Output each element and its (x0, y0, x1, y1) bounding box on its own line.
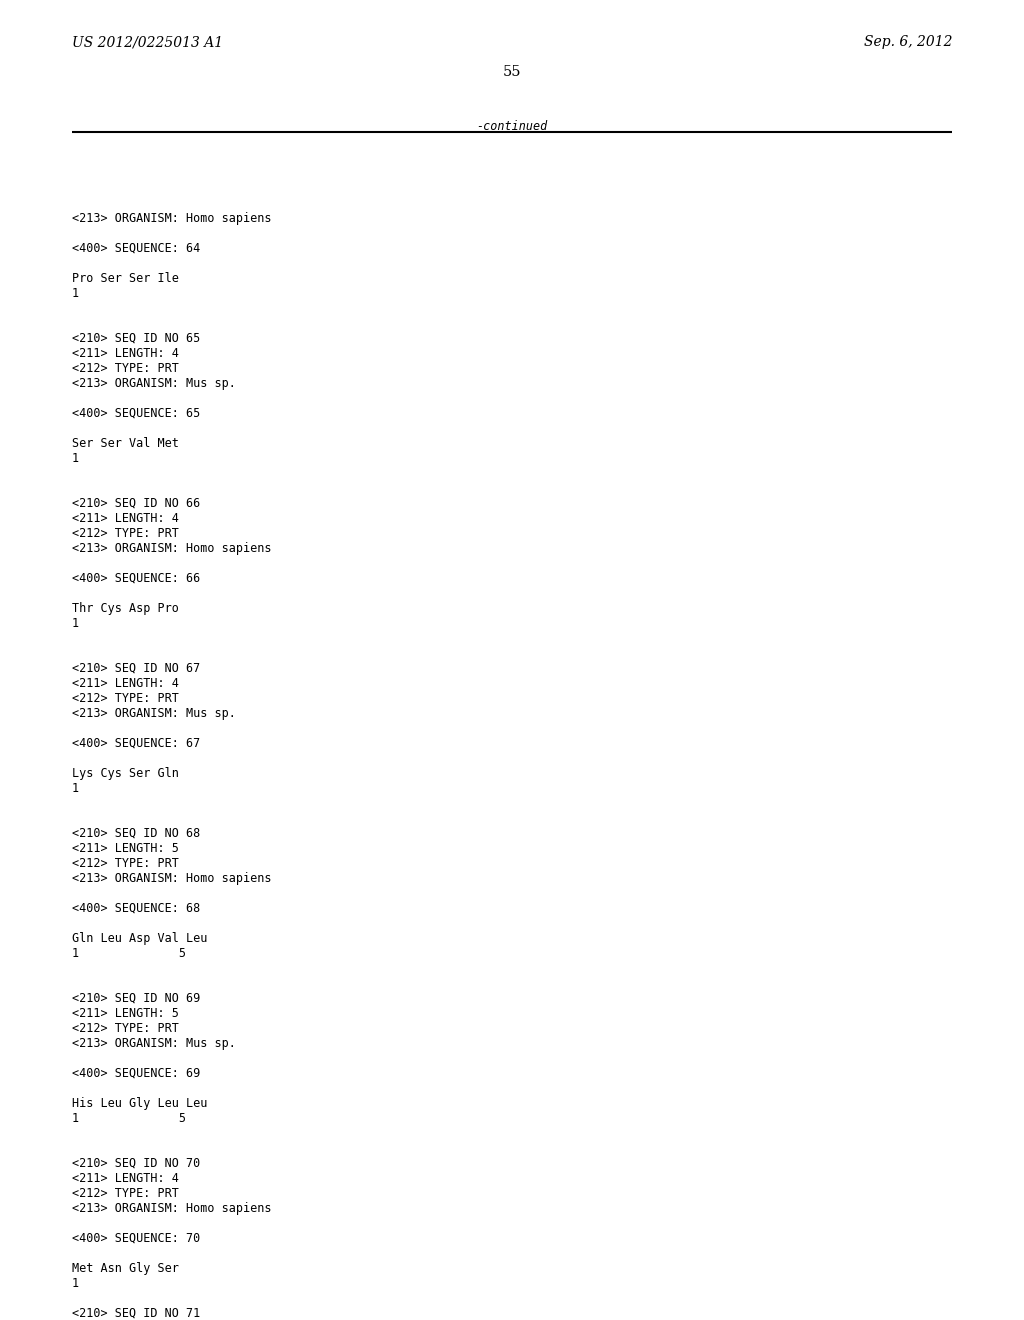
Text: <400> SEQUENCE: 70: <400> SEQUENCE: 70 (72, 1232, 201, 1245)
Text: 1: 1 (72, 616, 79, 630)
Text: <212> TYPE: PRT: <212> TYPE: PRT (72, 362, 179, 375)
Text: <213> ORGANISM: Homo sapiens: <213> ORGANISM: Homo sapiens (72, 543, 271, 554)
Text: 1: 1 (72, 1276, 79, 1290)
Text: <213> ORGANISM: Homo sapiens: <213> ORGANISM: Homo sapiens (72, 873, 271, 884)
Text: <211> LENGTH: 4: <211> LENGTH: 4 (72, 1172, 179, 1185)
Text: <211> LENGTH: 4: <211> LENGTH: 4 (72, 512, 179, 525)
Text: 1              5: 1 5 (72, 1111, 186, 1125)
Text: <213> ORGANISM: Mus sp.: <213> ORGANISM: Mus sp. (72, 708, 236, 719)
Text: <212> TYPE: PRT: <212> TYPE: PRT (72, 857, 179, 870)
Text: -continued: -continued (476, 120, 548, 133)
Text: 1: 1 (72, 781, 79, 795)
Text: His Leu Gly Leu Leu: His Leu Gly Leu Leu (72, 1097, 208, 1110)
Text: <212> TYPE: PRT: <212> TYPE: PRT (72, 527, 179, 540)
Text: <400> SEQUENCE: 66: <400> SEQUENCE: 66 (72, 572, 201, 585)
Text: <213> ORGANISM: Mus sp.: <213> ORGANISM: Mus sp. (72, 1038, 236, 1049)
Text: Ser Ser Val Met: Ser Ser Val Met (72, 437, 179, 450)
Text: <210> SEQ ID NO 65: <210> SEQ ID NO 65 (72, 333, 201, 345)
Text: <210> SEQ ID NO 69: <210> SEQ ID NO 69 (72, 993, 201, 1005)
Text: <210> SEQ ID NO 71: <210> SEQ ID NO 71 (72, 1307, 201, 1320)
Text: <400> SEQUENCE: 65: <400> SEQUENCE: 65 (72, 407, 201, 420)
Text: <210> SEQ ID NO 66: <210> SEQ ID NO 66 (72, 498, 201, 510)
Text: <400> SEQUENCE: 67: <400> SEQUENCE: 67 (72, 737, 201, 750)
Text: <400> SEQUENCE: 64: <400> SEQUENCE: 64 (72, 242, 201, 255)
Text: <211> LENGTH: 4: <211> LENGTH: 4 (72, 677, 179, 690)
Text: <213> ORGANISM: Mus sp.: <213> ORGANISM: Mus sp. (72, 378, 236, 389)
Text: Met Asn Gly Ser: Met Asn Gly Ser (72, 1262, 179, 1275)
Text: US 2012/0225013 A1: US 2012/0225013 A1 (72, 36, 223, 49)
Text: <400> SEQUENCE: 69: <400> SEQUENCE: 69 (72, 1067, 201, 1080)
Text: 1              5: 1 5 (72, 946, 186, 960)
Text: <212> TYPE: PRT: <212> TYPE: PRT (72, 692, 179, 705)
Text: <211> LENGTH: 5: <211> LENGTH: 5 (72, 842, 179, 855)
Text: Gln Leu Asp Val Leu: Gln Leu Asp Val Leu (72, 932, 208, 945)
Text: <212> TYPE: PRT: <212> TYPE: PRT (72, 1187, 179, 1200)
Text: <211> LENGTH: 4: <211> LENGTH: 4 (72, 347, 179, 360)
Text: <400> SEQUENCE: 68: <400> SEQUENCE: 68 (72, 902, 201, 915)
Text: 55: 55 (503, 65, 521, 79)
Text: <210> SEQ ID NO 68: <210> SEQ ID NO 68 (72, 828, 201, 840)
Text: 1: 1 (72, 286, 79, 300)
Text: Pro Ser Ser Ile: Pro Ser Ser Ile (72, 272, 179, 285)
Text: <212> TYPE: PRT: <212> TYPE: PRT (72, 1022, 179, 1035)
Text: <213> ORGANISM: Homo sapiens: <213> ORGANISM: Homo sapiens (72, 1203, 271, 1214)
Text: Sep. 6, 2012: Sep. 6, 2012 (863, 36, 952, 49)
Text: 1: 1 (72, 451, 79, 465)
Text: <211> LENGTH: 5: <211> LENGTH: 5 (72, 1007, 179, 1020)
Text: <213> ORGANISM: Homo sapiens: <213> ORGANISM: Homo sapiens (72, 213, 271, 224)
Text: Lys Cys Ser Gln: Lys Cys Ser Gln (72, 767, 179, 780)
Text: Thr Cys Asp Pro: Thr Cys Asp Pro (72, 602, 179, 615)
Text: <210> SEQ ID NO 67: <210> SEQ ID NO 67 (72, 663, 201, 675)
Text: <210> SEQ ID NO 70: <210> SEQ ID NO 70 (72, 1158, 201, 1170)
